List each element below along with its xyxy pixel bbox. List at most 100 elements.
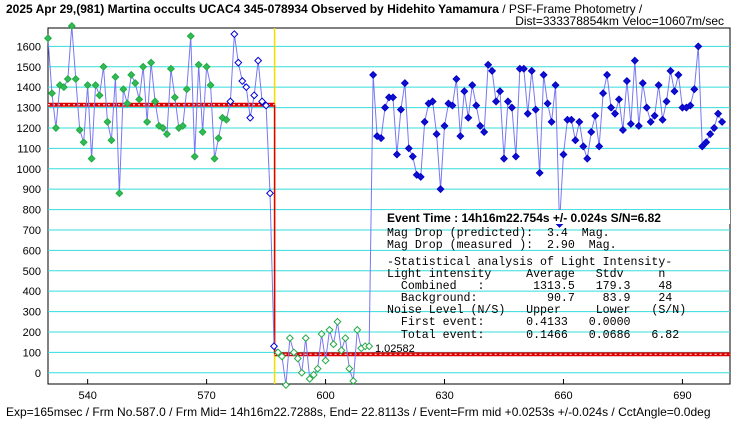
data-point	[686, 101, 695, 110]
data-point	[107, 136, 116, 145]
data-point	[194, 60, 203, 69]
data-point	[190, 152, 199, 161]
x-tick-label: 570	[197, 390, 215, 402]
data-point	[99, 62, 108, 71]
data-point	[511, 152, 520, 161]
event-time: Event Time : 14h16m22.754s +/- 0.024s S/…	[387, 211, 661, 225]
data-point	[416, 172, 425, 181]
series-line	[229, 34, 275, 347]
data-point	[690, 85, 699, 94]
data-point	[79, 138, 88, 147]
data-point	[448, 101, 457, 110]
series-line	[47, 25, 227, 194]
data-point	[523, 109, 532, 118]
data-point	[618, 125, 627, 135]
data-point	[484, 60, 493, 69]
data-point	[428, 97, 437, 106]
y-tick-label: 200	[23, 327, 41, 339]
chart-title-line: 2025 Apr 29,(981) Martina occults UCAC4 …	[6, 2, 643, 16]
data-point	[492, 97, 501, 106]
data-point	[353, 325, 362, 334]
data-point	[622, 77, 631, 86]
data-point	[579, 142, 588, 151]
data-point	[595, 142, 604, 151]
data-point	[373, 132, 382, 141]
data-point	[198, 128, 207, 137]
data-point	[170, 93, 179, 102]
data-point	[270, 342, 279, 351]
data-point	[123, 99, 132, 108]
data-point	[567, 115, 576, 124]
data-point	[281, 381, 290, 390]
stats-line: Light intensity Average Stdv n	[387, 268, 665, 281]
data-point	[131, 79, 140, 88]
data-point	[626, 119, 635, 128]
data-point	[539, 70, 548, 79]
data-point	[258, 97, 267, 106]
y-tick-label: 400	[23, 286, 41, 298]
data-point	[503, 97, 512, 106]
data-point	[507, 103, 516, 112]
data-point	[345, 364, 354, 373]
data-point	[527, 66, 536, 75]
data-point	[313, 364, 322, 373]
data-point	[135, 95, 144, 104]
data-point	[250, 91, 259, 100]
data-point	[404, 144, 413, 153]
data-point	[714, 109, 723, 118]
data-point	[547, 117, 556, 126]
data-point	[670, 87, 679, 96]
data-point	[531, 105, 540, 114]
data-point	[432, 130, 441, 139]
x-tick-label: 540	[78, 390, 96, 402]
data-point	[166, 64, 175, 73]
data-point	[162, 130, 171, 139]
data-point	[277, 352, 286, 361]
data-point	[365, 342, 374, 351]
data-point	[718, 117, 727, 126]
stats-line: First event: 0.4133 0.0000	[387, 316, 631, 329]
y-tick-label: 1300	[17, 103, 41, 115]
x-tick-label: 660	[554, 390, 572, 402]
data-point	[234, 58, 243, 67]
data-point	[317, 330, 326, 339]
data-point	[452, 74, 461, 84]
y-tick-label: 800	[23, 205, 41, 217]
data-point	[75, 125, 84, 135]
y-tick-label: 100	[23, 347, 41, 359]
data-point	[139, 62, 148, 71]
y-tick-label: 600	[23, 245, 41, 257]
data-point	[297, 368, 306, 377]
data-point	[273, 348, 282, 357]
data-point	[266, 189, 275, 198]
data-point	[178, 121, 187, 130]
data-point	[710, 123, 719, 132]
data-point	[369, 70, 378, 79]
data-point	[377, 134, 386, 143]
data-point	[238, 77, 247, 86]
data-point	[583, 154, 592, 163]
data-point	[634, 121, 643, 130]
data-point	[305, 374, 314, 383]
data-point	[151, 97, 160, 106]
data-point	[468, 81, 477, 90]
data-point	[103, 117, 112, 126]
data-point	[551, 81, 560, 90]
data-point	[642, 103, 651, 112]
data-point	[630, 56, 639, 65]
data-point	[614, 95, 623, 104]
data-point	[476, 121, 485, 130]
y-tick-label: 500	[23, 266, 41, 278]
data-point	[301, 334, 310, 343]
data-point	[662, 97, 671, 106]
x-tick-label: 690	[673, 390, 691, 402]
data-point	[63, 74, 72, 84]
stats-line: Noise Level (N/S) Upper Lower (S/N)	[387, 304, 686, 317]
y-tick-label: 1500	[17, 62, 41, 74]
y-tick-label: 1000	[17, 164, 41, 176]
data-point	[210, 154, 219, 163]
data-point	[694, 42, 703, 51]
data-point	[337, 346, 346, 355]
data-point	[43, 34, 53, 43]
data-point	[464, 113, 473, 122]
